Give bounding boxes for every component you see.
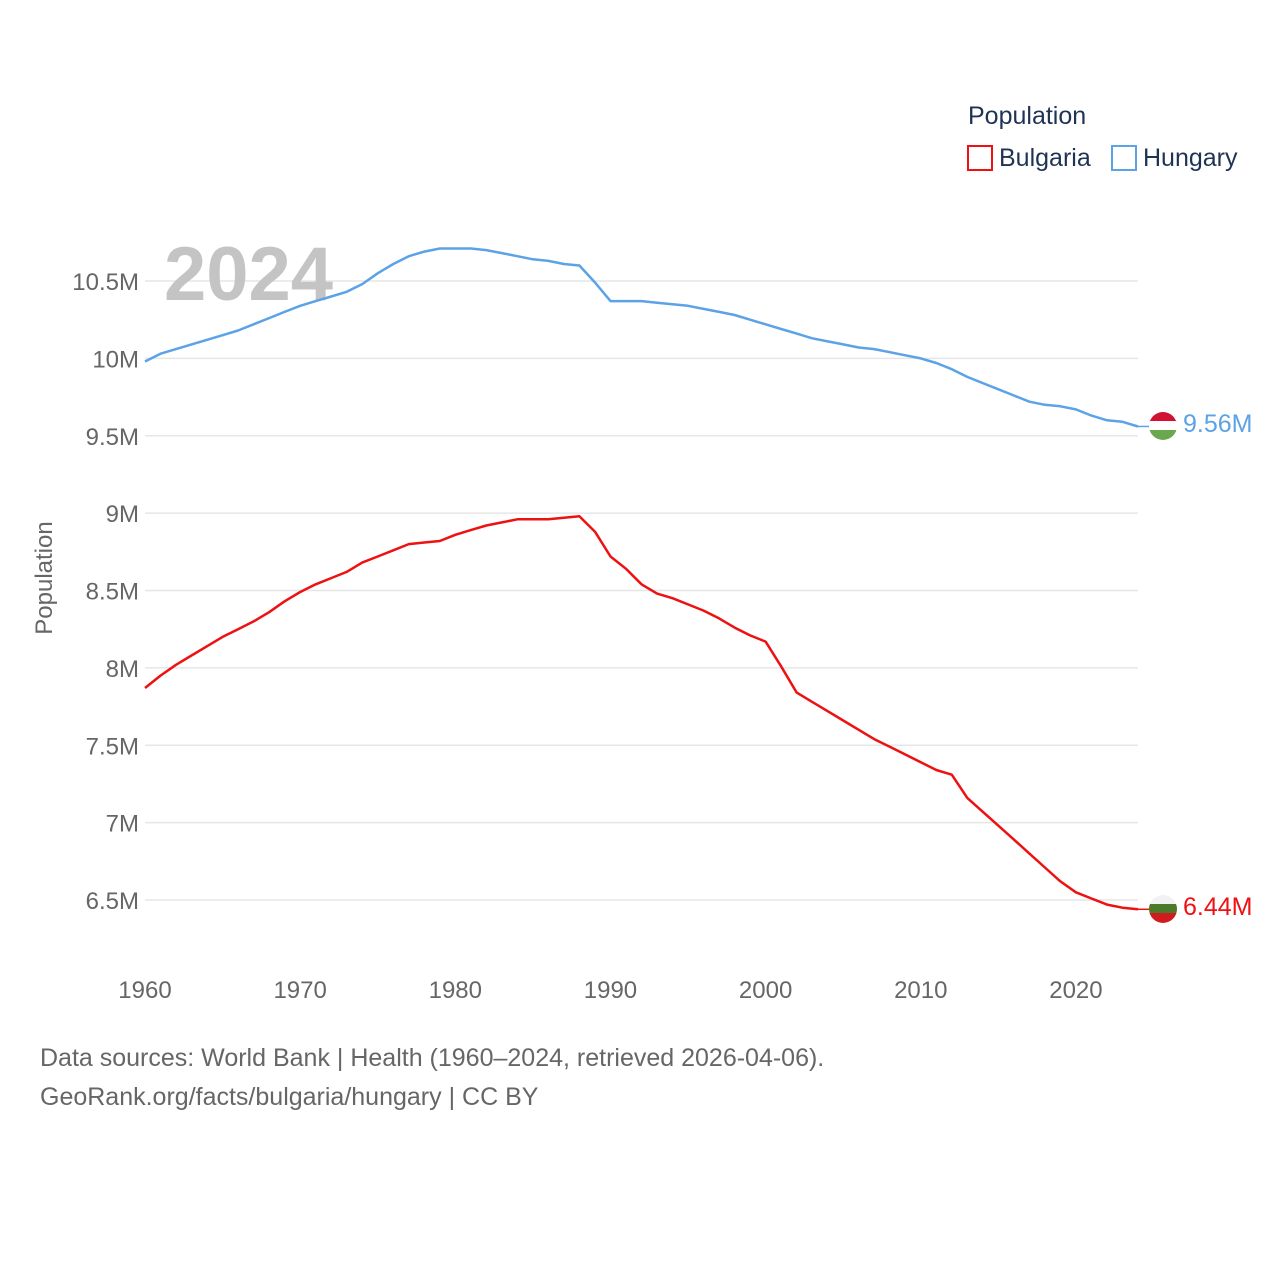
legend[interactable]: Population Bulgaria Hungary bbox=[967, 102, 1238, 172]
gridlines bbox=[145, 280, 1138, 901]
legend-swatch-hungary bbox=[1111, 145, 1137, 171]
series-lines bbox=[144, 247, 1149, 911]
series-line-bulgaria[interactable] bbox=[144, 514, 1139, 911]
y-tick-label: 6.5M bbox=[86, 888, 139, 915]
y-tick-label: 7M bbox=[106, 811, 139, 838]
legend-swatch-bulgaria bbox=[967, 145, 993, 171]
footer-sources: Data sources: World Bank | Health (1960–… bbox=[40, 1044, 825, 1072]
x-tick-label: 2010 bbox=[894, 977, 947, 1004]
y-axis-title: Population bbox=[31, 521, 58, 634]
y-tick-label: 8.5M bbox=[86, 579, 139, 606]
end-label-bulgaria: 6.44M bbox=[1183, 893, 1252, 921]
legend-label-hungary: Hungary bbox=[1143, 144, 1238, 172]
x-tick-label: 1980 bbox=[429, 977, 482, 1004]
legend-item-bulgaria[interactable]: Bulgaria bbox=[967, 144, 1091, 172]
hungary-flag-icon bbox=[1149, 412, 1177, 440]
y-tick-label: 7.5M bbox=[86, 733, 139, 760]
y-axis-ticks: 6.5M 7M 7.5M 8M 8.5M 9M 9.5M 10M 10.5M bbox=[72, 269, 139, 915]
legend-label-bulgaria: Bulgaria bbox=[999, 144, 1091, 172]
bulgaria-flag-icon bbox=[1149, 895, 1177, 923]
y-tick-label: 9M bbox=[106, 501, 139, 528]
x-tick-label: 1990 bbox=[584, 977, 637, 1004]
x-tick-label: 2000 bbox=[739, 977, 792, 1004]
x-tick-label: 1960 bbox=[118, 977, 171, 1004]
x-axis-ticks: 1960 1970 1980 1990 2000 2010 2020 bbox=[118, 977, 1102, 1004]
x-tick-label: 1970 bbox=[273, 977, 326, 1004]
legend-item-hungary[interactable]: Hungary bbox=[1111, 144, 1238, 172]
footer-credit[interactable]: GeoRank.org/facts/bulgaria/hungary | CC … bbox=[40, 1083, 539, 1111]
y-tick-label: 10M bbox=[92, 346, 139, 373]
x-tick-label: 2020 bbox=[1049, 977, 1102, 1004]
y-tick-label: 10.5M bbox=[72, 269, 139, 296]
year-label: 2024 bbox=[164, 232, 333, 317]
legend-title: Population bbox=[968, 102, 1086, 130]
y-tick-label: 8M bbox=[106, 656, 139, 683]
y-tick-label: 9.5M bbox=[86, 424, 139, 451]
series-line-hungary[interactable] bbox=[144, 247, 1139, 428]
end-label-hungary: 9.56M bbox=[1183, 410, 1252, 438]
